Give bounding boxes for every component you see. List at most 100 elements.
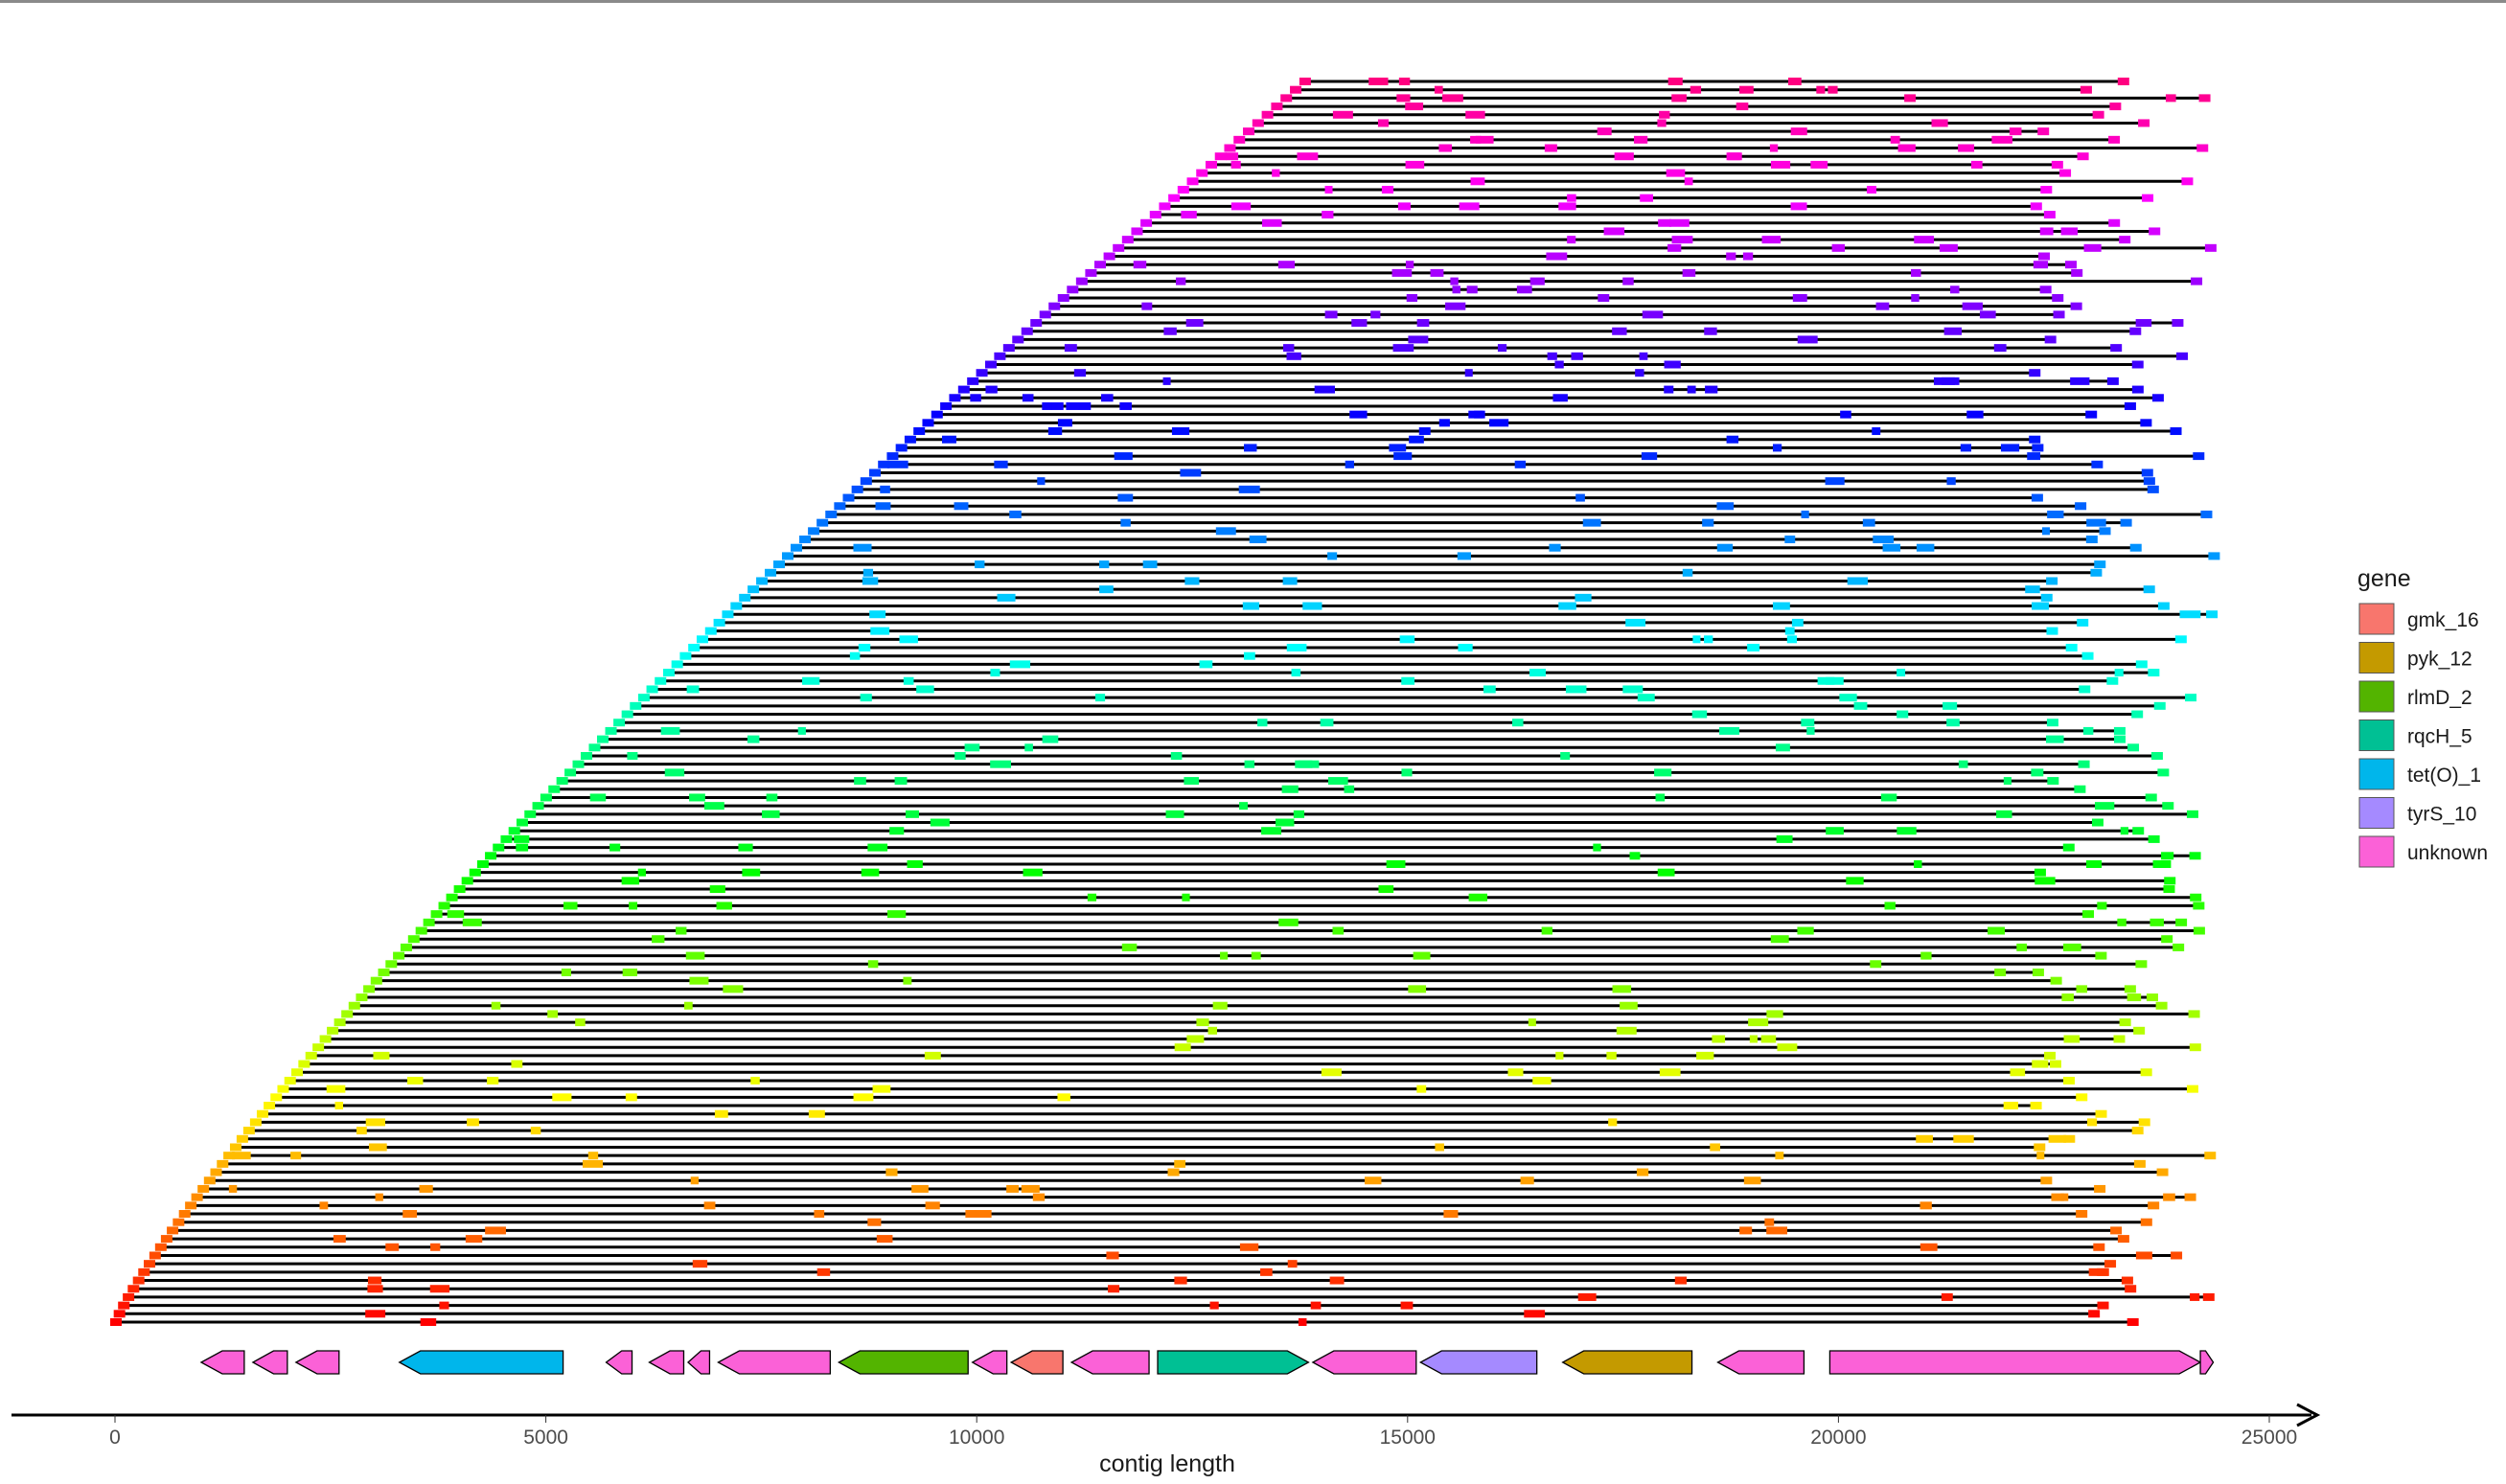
contig-hit-block — [589, 793, 607, 802]
contig-end-block — [2129, 327, 2142, 335]
contig-hit-block — [853, 543, 872, 552]
contig-start-block — [333, 1018, 346, 1027]
contig-end-block — [2030, 202, 2042, 211]
contig-hit-block — [1528, 1018, 1536, 1027]
contig-hit-block — [2000, 444, 2020, 452]
contig-hit-block — [965, 1210, 977, 1219]
contig-end-block — [2200, 510, 2213, 518]
contig-hit-block — [1797, 926, 1814, 935]
contig-hit-block — [1666, 169, 1686, 177]
contig-hit-block — [2036, 1152, 2045, 1160]
contig-hit-block — [1790, 202, 1807, 211]
contig-hit-block — [1430, 268, 1444, 277]
contig-end-block — [2157, 602, 2170, 610]
contig-end-block — [2196, 144, 2209, 152]
contig-hit-block — [1743, 1176, 1761, 1185]
contig-hit-block — [1817, 676, 1835, 685]
contig-end-block — [2117, 78, 2129, 85]
contig-end-block — [2077, 152, 2089, 161]
contig-end-block — [2129, 543, 2142, 552]
contig-hit-block — [514, 834, 530, 843]
contig-start-block — [816, 518, 829, 527]
contig-hit-block — [1489, 419, 1509, 427]
contig-hit-block — [1742, 252, 1754, 261]
contig-hit-block — [1186, 1035, 1205, 1043]
contig-end-block — [2046, 719, 2058, 727]
legend-entry-label: rlmD_2 — [2407, 687, 2472, 709]
contig-end-block — [2049, 1060, 2061, 1068]
contig-end-block — [2032, 444, 2044, 452]
contig-end-block — [2146, 993, 2158, 1002]
contig-end-block — [2052, 293, 2064, 302]
contig-start-block — [378, 968, 390, 976]
contig-hit-block — [2135, 1251, 2152, 1260]
contig-hit-block — [862, 568, 874, 577]
contig-hit-block — [964, 743, 980, 752]
contig-start-block — [1243, 127, 1255, 136]
contig-hit-block — [1770, 160, 1791, 169]
contig-hit-block — [1664, 385, 1674, 394]
contig-hit-block — [1199, 660, 1213, 669]
contig-hit-block — [1875, 302, 1890, 310]
contig-start-block — [1205, 160, 1217, 169]
contig-hit-block — [1174, 1276, 1187, 1285]
contig-hit-block — [485, 1226, 506, 1235]
contig-hit-block — [2086, 1118, 2098, 1127]
contig-hit-block — [1970, 160, 1983, 169]
contig-end-block — [2065, 261, 2078, 269]
contig-hit-block — [1904, 94, 1917, 103]
contig-hit-block — [402, 1210, 418, 1219]
contig-start-block — [1002, 344, 1015, 353]
contig-hit-block — [1549, 543, 1561, 552]
contig-hit-block — [2076, 985, 2087, 993]
contig-hit-block — [652, 935, 665, 944]
contig-start-block — [1196, 169, 1208, 177]
contig-hit-block — [816, 1267, 831, 1276]
contig-hit-block — [875, 502, 891, 511]
contig-end-block — [2044, 1051, 2057, 1060]
contig-hit-block — [1897, 144, 1916, 152]
contig-start-block — [1075, 277, 1088, 285]
contig-hit-block — [1575, 493, 1585, 502]
contig-hit-block — [1671, 94, 1687, 103]
contig-end-block — [2186, 810, 2198, 818]
contig-start-block — [319, 1035, 332, 1043]
contig-hit-block — [1603, 227, 1625, 236]
contig-start-block — [1131, 227, 1143, 236]
contig-hit-block — [1230, 202, 1252, 211]
contig-end-block — [2030, 1102, 2042, 1110]
contig-end-block — [2088, 1310, 2101, 1318]
contig-start-block — [994, 352, 1006, 360]
contig-hit-block — [660, 726, 680, 735]
contig-hit-block — [1870, 960, 1882, 969]
contig-start-block — [407, 935, 420, 944]
contig-hit-block — [930, 818, 950, 827]
contig-start-block — [298, 1060, 310, 1068]
contig-hit-block — [462, 918, 482, 926]
contig-hit-block — [709, 885, 725, 894]
contig-hit-block — [1608, 1118, 1618, 1127]
contig-end-block — [2097, 1267, 2109, 1276]
contig-hit-block — [1497, 344, 1507, 353]
contig-hit-block — [683, 1001, 693, 1010]
contig-hit-block — [1825, 477, 1845, 486]
x-tick-label: 25000 — [2242, 1427, 2297, 1449]
contig-end-block — [2150, 751, 2163, 760]
contig-end-block — [2161, 935, 2173, 944]
contig-end-block — [2110, 344, 2123, 353]
contig-hit-block — [1141, 302, 1153, 310]
contig-end-block — [2140, 419, 2152, 427]
contig-end-block — [2040, 593, 2053, 602]
contig-start-block — [305, 1051, 317, 1060]
contig-hit-block — [2041, 527, 2050, 536]
contig-hit-block — [686, 685, 700, 694]
contig-hit-block — [1654, 768, 1672, 777]
contig-hit-block — [290, 1152, 302, 1160]
contig-hit-block — [465, 1235, 483, 1244]
contig-hit-block — [1377, 119, 1390, 127]
contig-hit-block — [1962, 302, 1983, 310]
contig-hit-block — [689, 976, 709, 985]
gene-arrow — [2199, 1350, 2215, 1375]
contig-hit-block — [1239, 1243, 1259, 1251]
contig-hit-block — [954, 502, 969, 511]
